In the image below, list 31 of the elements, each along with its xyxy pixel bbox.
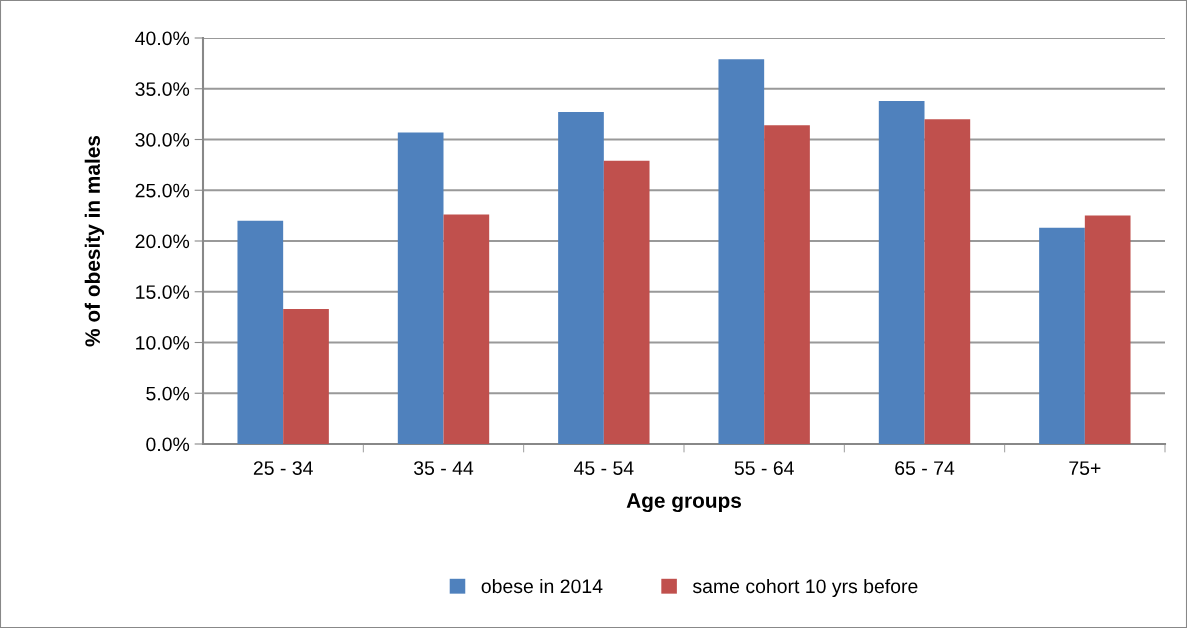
bar: [718, 59, 765, 444]
y-axis-title: % of obesity in males: [84, 135, 105, 347]
x-tick-label: 35 - 44: [413, 461, 474, 475]
y-tick-label: 30.0%: [135, 132, 190, 147]
x-tick-label: 55 - 64: [734, 461, 794, 475]
x-tick-label: 25 - 34: [253, 461, 313, 475]
bar: [283, 309, 329, 444]
x-axis-title: Age groups: [626, 493, 742, 513]
y-tick-label: 20.0%: [135, 234, 190, 249]
bar: [397, 132, 444, 444]
bar: [1084, 215, 1131, 444]
x-tick-label: 65 - 74: [895, 461, 955, 475]
bar: [558, 112, 604, 444]
bar: [603, 160, 650, 444]
bar: [443, 214, 490, 444]
bar: [237, 220, 284, 444]
y-tick-label: 15.0%: [136, 285, 190, 299]
y-tick-label: 40.0%: [135, 31, 190, 46]
bar: [878, 100, 925, 444]
bar: [924, 119, 971, 444]
bar: [764, 125, 810, 444]
x-tick-label: 45 - 54: [574, 461, 634, 475]
y-tick-label: 10.0%: [136, 335, 190, 350]
x-tick-label: 75+: [1069, 461, 1101, 475]
y-tick-label: 35.0%: [135, 82, 190, 96]
y-tick-label: 25.0%: [135, 183, 190, 198]
y-tick-label: 0.0%: [146, 437, 190, 452]
bar: [1039, 227, 1085, 444]
legend-label: obese in 2014: [481, 578, 603, 594]
y-tick-label: 5.0%: [146, 386, 190, 401]
legend-label: same cohort 10 yrs before: [692, 578, 918, 598]
